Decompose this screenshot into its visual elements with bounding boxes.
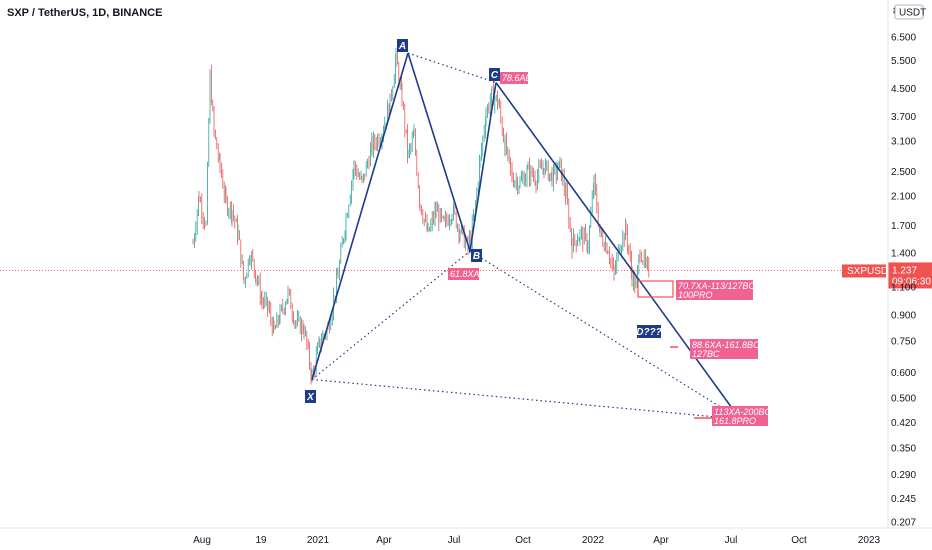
target-tag [712, 406, 768, 426]
point-label-x [305, 390, 316, 403]
y-tick-label: 4.500 [891, 84, 916, 95]
y-tick-label: 6.500 [891, 33, 916, 44]
symbol-tag-text: SXPUSDT [847, 266, 894, 277]
harmonic-overlay: A B C X D??? 78.6AB 61.8XA 70.7XA-113/127BC100P… [305, 39, 771, 426]
y-tick-label: 0.207 [891, 518, 916, 529]
point-label-a [397, 39, 408, 52]
x-tick-label: 2021 [307, 535, 330, 546]
x-tick-label: 2022 [582, 535, 605, 546]
pattern-ratio-line [469, 250, 741, 420]
price-axis[interactable]: 8USDT6.5005.5004.5003.7003.1002.5002.100… [891, 4, 926, 529]
x-tick-label: Apr [376, 535, 392, 546]
y-tick-label: 3.700 [891, 112, 916, 123]
point-label-d-text: D??? [636, 327, 662, 338]
time-axis[interactable]: Aug 19 2021 Apr Jul Oct 2022 Apr Jul Oct 2023 [193, 535, 880, 546]
pattern-leg [495, 82, 741, 420]
pattern-ratio-line [407, 52, 497, 84]
currency-button[interactable] [894, 4, 924, 20]
y-tick-label: 1.400 [891, 249, 916, 260]
y-tick-label: 1.100 [891, 282, 916, 293]
target-zone-box [637, 280, 674, 298]
y-tick-label: 5.500 [891, 56, 916, 67]
y-tick-label: 0.600 [891, 368, 916, 379]
last-price-tag [888, 262, 932, 289]
point-label-d [637, 325, 661, 338]
currency-label: USDT [899, 8, 926, 19]
x-tick-label: Jul [725, 535, 738, 546]
y-tick-label: 1.700 [891, 221, 916, 232]
x-tick-label: Aug [193, 535, 211, 546]
x-tick-label: Oct [515, 535, 531, 546]
point-label-c [489, 68, 500, 81]
chart-title: SXP / TetherUS, 1D, BINANCE [7, 7, 163, 19]
pattern-leg [407, 52, 471, 252]
y-tick-label: 3.100 [891, 137, 916, 148]
target-tag-line1: 70.7XA-113/127BC [678, 281, 755, 291]
ab-ratio-text: 78.6AB [502, 73, 532, 83]
x-tick-label: 2023 [858, 535, 881, 546]
x-tick-label: Oct [791, 535, 807, 546]
y-tick-label: 0.500 [891, 393, 916, 404]
last-price-text: 1.237 [892, 265, 917, 276]
symbol-tag [842, 264, 886, 278]
x-tick-label: Jul [448, 535, 461, 546]
x-tick-label: Apr [653, 535, 669, 546]
target-tag-line2: 161.8PRO [714, 416, 756, 426]
point-label-b [471, 249, 482, 262]
target-tag-line2: 127BC [692, 349, 720, 359]
pattern-leg [311, 52, 409, 380]
y-tick-label: 0.290 [891, 470, 916, 481]
x-tick-label: 19 [255, 535, 267, 546]
point-label-a-text: A [398, 41, 406, 52]
xa-ratio-tag [448, 268, 479, 280]
countdown-text: 09:06:30 [892, 276, 931, 287]
target-tag-line1: 113XA-200BC [714, 407, 771, 417]
ab-ratio-tag [500, 72, 528, 84]
y-tick-label: 0.900 [891, 311, 916, 322]
target-tag-line2: 100PRO [678, 290, 713, 300]
target-tag-line1: 88.6XA-161.8BC [692, 340, 760, 350]
pattern-ratio-line [311, 378, 741, 420]
target-tag [676, 280, 753, 300]
y-tick-label: 2.500 [891, 167, 916, 178]
point-label-c-text: C [491, 70, 499, 81]
y-tick-label: 0.350 [891, 444, 916, 455]
pattern-leg [469, 82, 497, 252]
point-label-b-text: B [473, 251, 480, 262]
y-tick-label: 2.100 [891, 191, 916, 202]
y-tick-label: 0.420 [891, 418, 916, 429]
y-tick-label: 0.245 [891, 494, 916, 505]
point-label-x-text: X [306, 392, 315, 403]
xa-ratio-text: 61.8XA [450, 269, 480, 279]
target-tag [690, 339, 758, 359]
y-tick-label: 0.750 [891, 336, 916, 347]
candlestick-series [192, 44, 650, 385]
